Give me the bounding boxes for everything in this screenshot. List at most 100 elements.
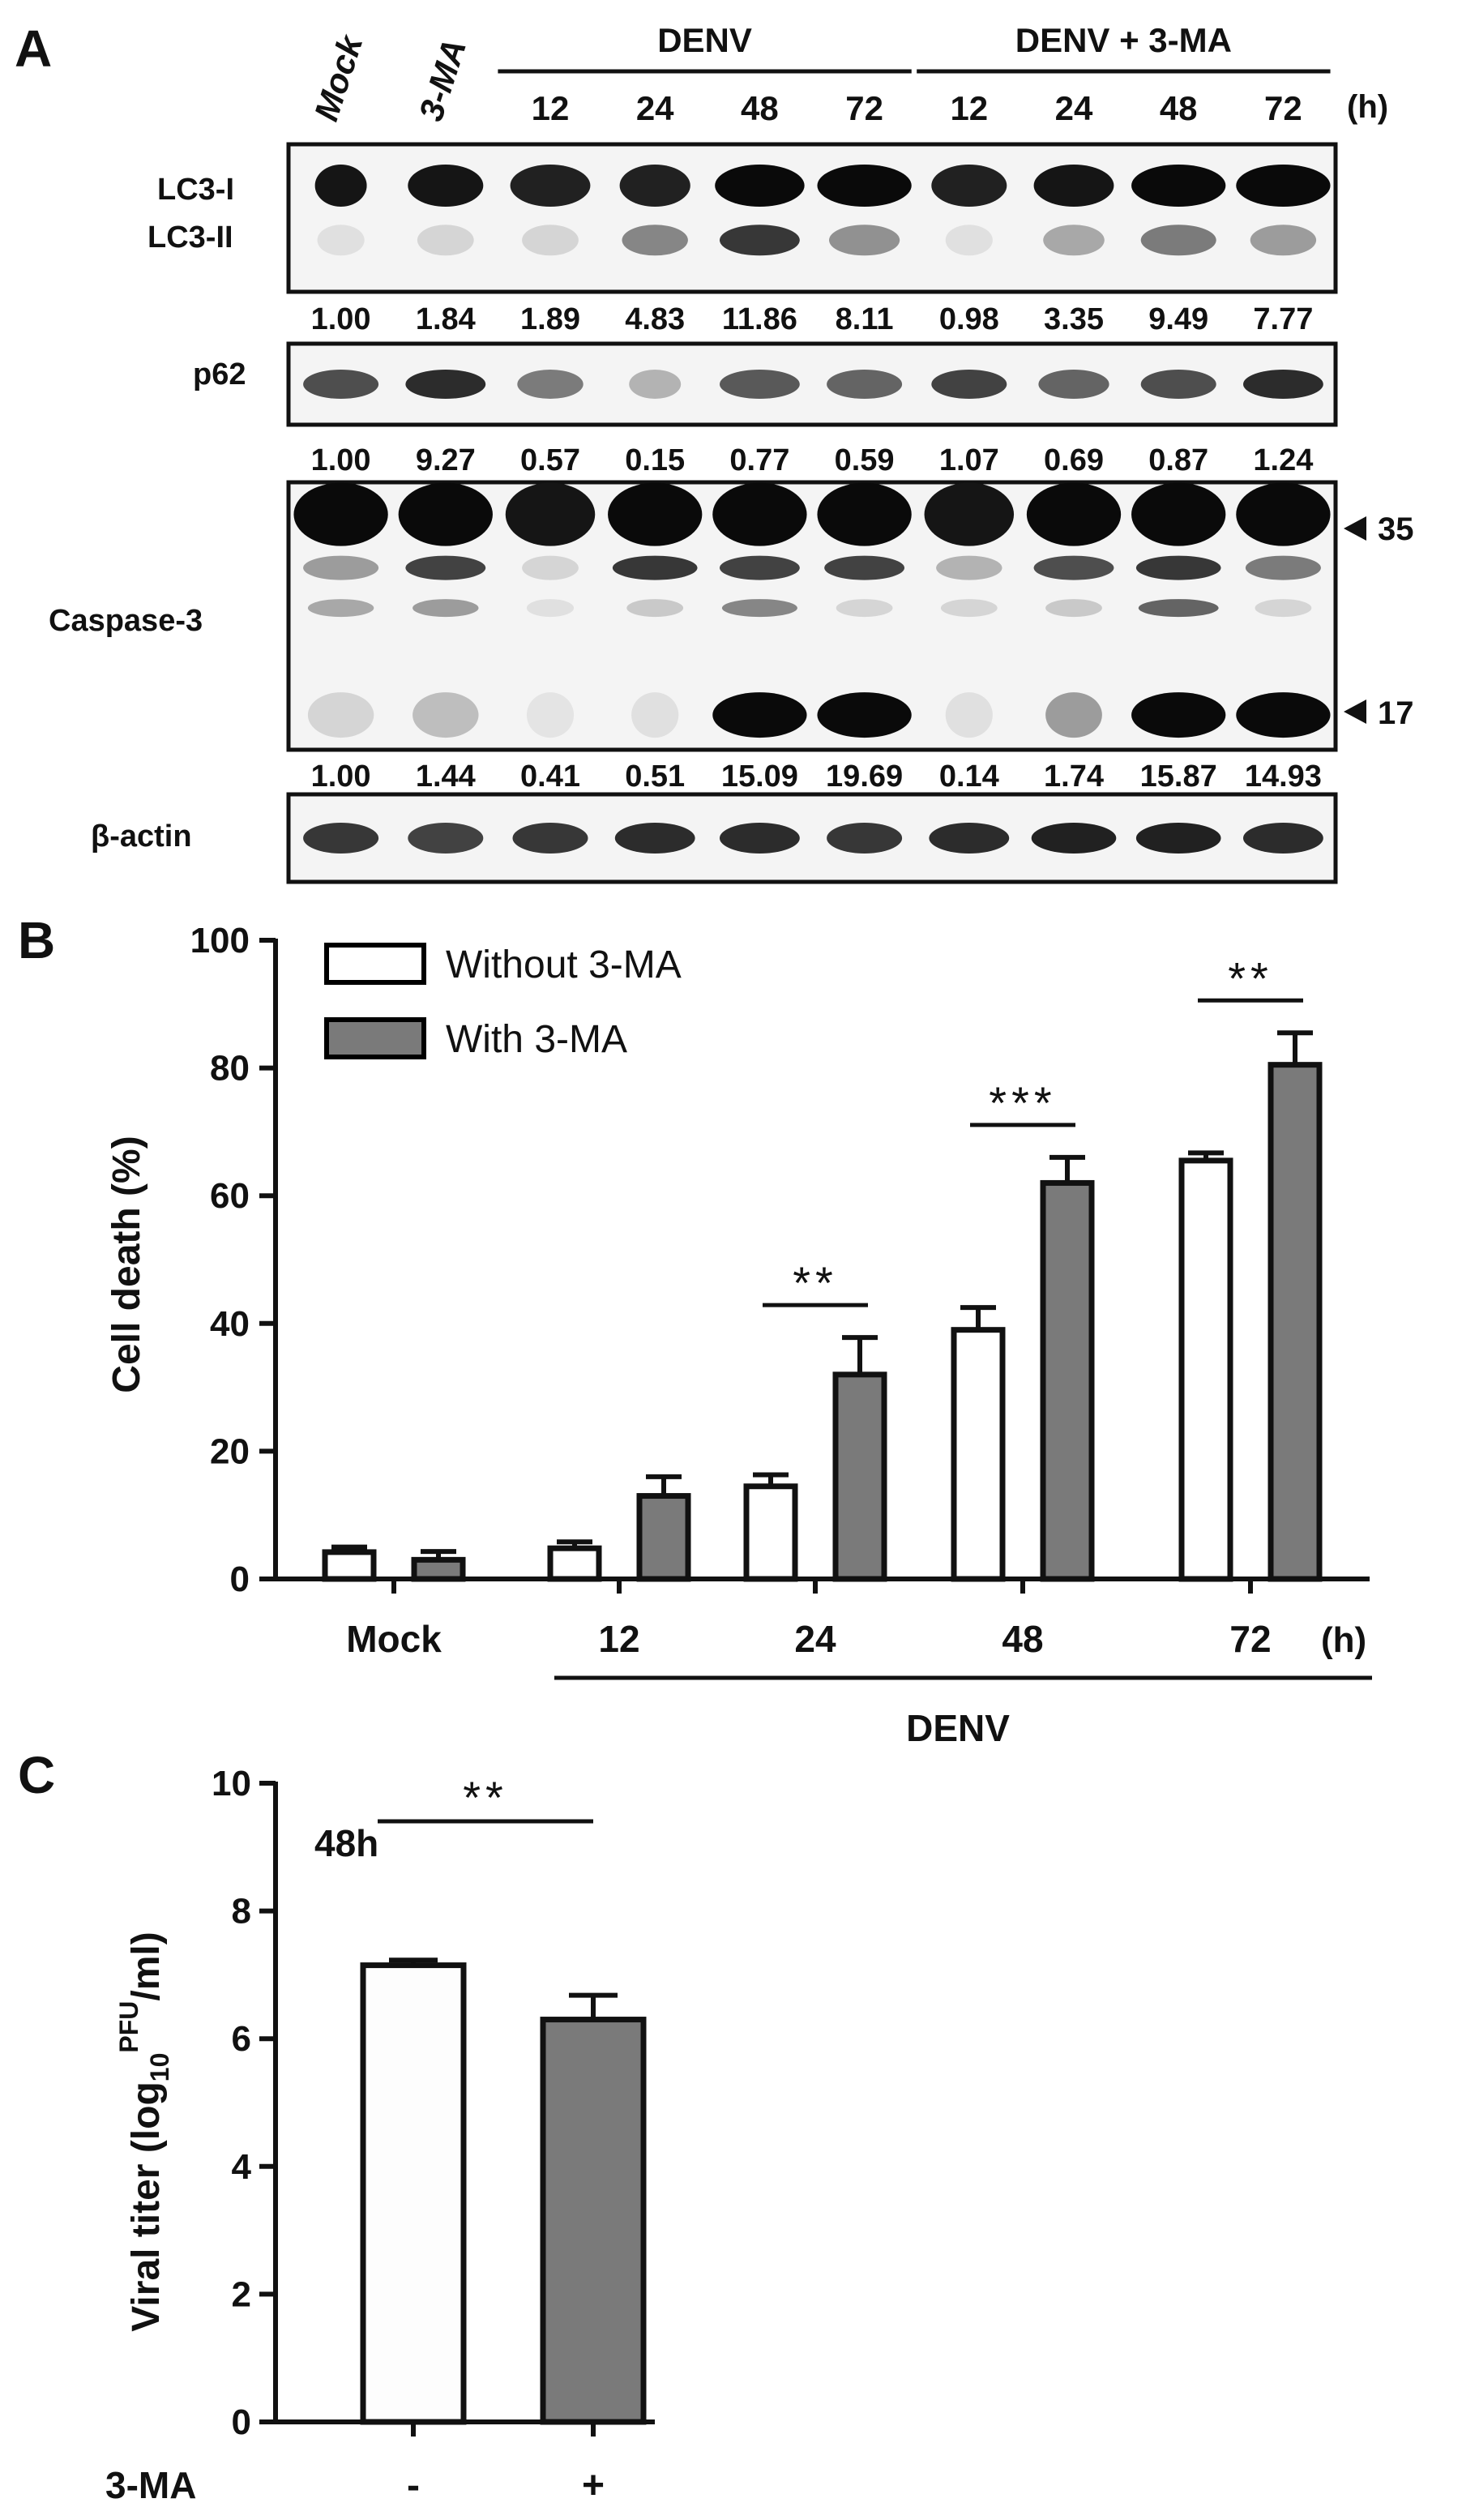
blot-band bbox=[827, 370, 903, 399]
blot-band bbox=[1043, 225, 1105, 256]
blot-band bbox=[303, 370, 379, 399]
bar bbox=[1040, 1179, 1095, 1582]
significance-label: ** bbox=[1228, 952, 1273, 1003]
blot-band bbox=[936, 555, 1002, 580]
blot-band bbox=[307, 692, 374, 738]
chart-b-y-axis-title: Cell death (%) bbox=[105, 1136, 148, 1393]
y-tick-label: 60 bbox=[210, 1176, 250, 1216]
bar bbox=[322, 1549, 377, 1582]
group-label: DENV bbox=[657, 21, 752, 59]
blot-band bbox=[1242, 370, 1323, 399]
y-tick-label: 20 bbox=[210, 1431, 250, 1471]
bar bbox=[1267, 1062, 1323, 1582]
x-tick-label: 12 bbox=[598, 1618, 639, 1660]
bar bbox=[547, 1545, 602, 1582]
blot-band bbox=[817, 482, 912, 546]
band-quant-value: 0.59 bbox=[835, 443, 895, 477]
legend-swatch-without-3ma bbox=[324, 943, 426, 985]
x-tick-label: - bbox=[407, 2464, 420, 2507]
significance-label: *** bbox=[989, 1077, 1056, 1128]
svg-text:Viral titer (log10PFU/ml): Viral titer (log10PFU/ml) bbox=[114, 1932, 174, 2331]
bar bbox=[743, 1483, 798, 1582]
blot-band bbox=[413, 599, 479, 618]
bar bbox=[540, 2017, 647, 2425]
blot-band bbox=[719, 555, 800, 580]
blot-band bbox=[1033, 555, 1114, 580]
blot-band bbox=[931, 164, 1007, 207]
marker-35-label: 35 bbox=[1378, 511, 1414, 547]
band-quant-value: 1.00 bbox=[311, 759, 371, 794]
band-quant-value: 3.35 bbox=[1044, 302, 1104, 336]
y-tick-label: 8 bbox=[232, 1892, 251, 1932]
p62-label: p62 bbox=[193, 357, 246, 391]
blot-band bbox=[526, 599, 575, 618]
band-quant-value: 1.00 bbox=[311, 443, 371, 477]
bar bbox=[411, 1556, 466, 1582]
band-quant-value: 1.74 bbox=[1044, 759, 1104, 794]
significance-label: ** bbox=[463, 1772, 508, 1823]
blot-band bbox=[408, 164, 484, 207]
panel-b-letter: B bbox=[18, 911, 55, 969]
blot-band bbox=[1038, 370, 1109, 399]
bar bbox=[1178, 1157, 1233, 1582]
chart-c-y-title-main: Viral titer (log bbox=[125, 2081, 168, 2332]
blot-band bbox=[405, 555, 486, 580]
blot-band bbox=[1138, 599, 1219, 618]
x-tick-label: + bbox=[582, 2464, 605, 2507]
y-tick-label: 0 bbox=[230, 1559, 250, 1599]
blot-band bbox=[1135, 823, 1221, 854]
blot-band bbox=[827, 823, 903, 854]
blot-band bbox=[828, 225, 900, 256]
blot-band bbox=[398, 482, 493, 546]
blot-band bbox=[1140, 225, 1216, 256]
blot-band bbox=[505, 482, 596, 546]
caspase-3-label: Caspase-3 bbox=[49, 604, 203, 638]
y-tick-label: 2 bbox=[232, 2274, 251, 2314]
lane-label: 12 bbox=[532, 89, 570, 127]
chart-c-y-title-sub: 10 bbox=[145, 2053, 174, 2082]
marker-17-arrow bbox=[1344, 700, 1366, 724]
bar bbox=[832, 1371, 887, 1582]
blot-band bbox=[408, 823, 484, 854]
marker-35-arrow bbox=[1344, 516, 1366, 541]
blot-band bbox=[303, 555, 379, 580]
bar bbox=[636, 1493, 691, 1582]
marker-17-label: 17 bbox=[1378, 695, 1414, 731]
panel-a-letter: A bbox=[15, 19, 52, 78]
blot-band bbox=[931, 370, 1007, 399]
bar bbox=[951, 1327, 1006, 1582]
significance-label: ** bbox=[793, 1257, 838, 1308]
blot-band bbox=[1045, 599, 1102, 618]
blot-band bbox=[405, 370, 486, 399]
blot-band bbox=[608, 482, 703, 546]
legend-swatch-with-3ma bbox=[324, 1017, 426, 1059]
band-quant-value: 1.24 bbox=[1253, 443, 1313, 477]
band-quant-value: 0.15 bbox=[625, 443, 685, 477]
blot-band bbox=[417, 225, 474, 256]
hours-unit: (h) bbox=[1347, 89, 1388, 125]
lane-label: 12 bbox=[950, 89, 988, 127]
band-quant-value: 7.77 bbox=[1253, 302, 1313, 336]
lane-label: 72 bbox=[1264, 89, 1302, 127]
lane-label: 24 bbox=[1055, 89, 1093, 127]
lc3-i-label: LC3-I bbox=[157, 173, 234, 207]
blot-band bbox=[307, 599, 374, 618]
blot-band bbox=[1236, 164, 1331, 207]
blot-band bbox=[945, 692, 993, 738]
band-quant-value: 0.57 bbox=[520, 443, 580, 477]
band-quant-value: 0.69 bbox=[1044, 443, 1104, 477]
y-tick-label: 4 bbox=[232, 2147, 252, 2187]
panel-a-western-blot: A (h) LC3-I LC3-II p62 Caspase-3 β-actin… bbox=[15, 19, 1414, 884]
y-tick-label: 80 bbox=[210, 1049, 250, 1089]
lane-label: 72 bbox=[845, 89, 883, 127]
band-quant-value: 1.00 bbox=[311, 302, 371, 336]
lane-label: 24 bbox=[636, 89, 674, 127]
band-quant-value: 0.87 bbox=[1148, 443, 1208, 477]
blot-band bbox=[522, 555, 579, 580]
blot-band bbox=[526, 692, 575, 738]
chart-c-y-axis-title: Viral titer (log10PFU/ml) bbox=[114, 1932, 174, 2331]
blot-band bbox=[719, 370, 800, 399]
band-quant-value: 1.44 bbox=[416, 759, 476, 794]
blot-band bbox=[1045, 692, 1102, 738]
panel-c-letter: C bbox=[18, 1746, 55, 1804]
